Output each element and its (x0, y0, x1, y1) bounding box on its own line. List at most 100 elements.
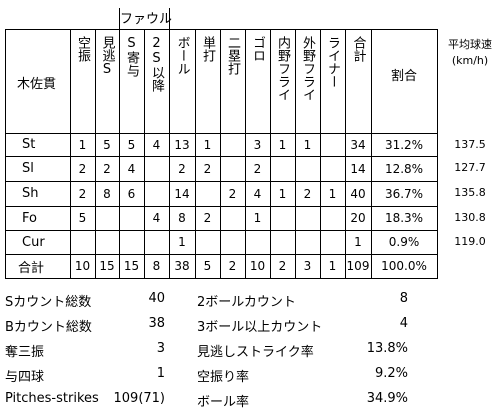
column-header-label: 見逃S (99, 36, 115, 77)
column-header-label: 外野フライ (300, 36, 315, 101)
grid-line (5, 278, 438, 279)
speed-value: 130.8 (454, 211, 486, 224)
table-cell (270, 230, 295, 254)
table-cell: 38 (174, 259, 190, 273)
table-cell (320, 133, 345, 156)
table-cell: 15 (123, 259, 140, 273)
table-cell: 5 (103, 137, 111, 152)
table-cell (270, 156, 295, 181)
speed-value: 119.0 (454, 235, 486, 248)
column-header-label: ボール (174, 36, 190, 75)
summary-label: ボール率 (197, 395, 250, 410)
table-cell: 5 (203, 259, 212, 273)
column-header: 合計 (345, 29, 371, 133)
grid-line (295, 29, 296, 278)
speed-value: 135.8 (454, 186, 486, 199)
table-cell: 14 (350, 161, 366, 176)
table-cell: 8 (103, 186, 111, 201)
summary-value: 38 (148, 316, 165, 331)
grid-line (245, 29, 246, 278)
summary-label: Sカウント総数 (5, 295, 92, 310)
table-cell (320, 206, 345, 230)
table-cell (119, 206, 144, 230)
table-cell: 3 (253, 137, 262, 152)
column-header-label: S寄与 (124, 36, 139, 77)
summary-value: 9.2% (374, 366, 408, 381)
table-cell: 2 (278, 259, 287, 273)
table-cell: 2 (203, 211, 212, 225)
speed-header-unit: (km/h) (451, 54, 489, 67)
table-cell: 4 (152, 211, 161, 225)
column-header: 見逃S (95, 29, 119, 133)
grid-line (5, 230, 438, 231)
grid-line (70, 29, 71, 278)
table-cell: 2 (228, 186, 237, 201)
column-header-label: 内野フライ (275, 36, 290, 101)
column-header: S寄与 (119, 29, 144, 133)
grid-line (5, 206, 438, 207)
table-cell (220, 156, 245, 181)
summary-value: 13.8% (366, 341, 408, 356)
row-label: Cur (22, 234, 45, 250)
summary-value: 34.9% (366, 391, 408, 406)
table-cell (95, 206, 119, 230)
table-cell (220, 206, 245, 230)
speed-value: 137.5 (454, 138, 486, 151)
table-cell: 2 (203, 161, 212, 176)
grid-line (5, 156, 438, 157)
speed-header-title: 平均球速 (448, 38, 492, 51)
table-cell: 2 (103, 161, 111, 176)
table-cell: 8 (178, 211, 186, 225)
grid-line (5, 254, 438, 255)
table-cell: 5 (78, 211, 87, 225)
table-cell: 4 (127, 161, 136, 176)
grid-line (195, 29, 196, 278)
table-cell: 100.0% (381, 259, 427, 273)
column-header: 単打 (195, 29, 220, 133)
summary-label: 3ボール以上カウント (197, 320, 323, 335)
column-header: 割合 (371, 29, 437, 133)
table-cell (220, 230, 245, 254)
table-cell: 0.9% (388, 235, 420, 249)
column-header-label: ゴロ (250, 36, 265, 62)
table-cell: 31.2% (384, 137, 424, 152)
table-cell: 2 (78, 161, 87, 176)
pitcher-name: 木佐貫 (17, 77, 57, 92)
column-header-label: 二塁打 (225, 36, 240, 75)
summary-value: 1 (156, 366, 165, 381)
table-cell (245, 230, 270, 254)
summary-label: 2ボールカウント (197, 295, 296, 310)
table-cell: 18.3% (384, 211, 424, 225)
table-cell: 8 (152, 259, 161, 273)
foul-group-label: ファウル (120, 12, 173, 27)
table-cell: 1 (303, 137, 312, 152)
table-cell (95, 230, 119, 254)
grid-line (5, 133, 438, 134)
table-cell (119, 230, 144, 254)
table-cell: 1 (253, 211, 262, 225)
summary-label: 奪三振 (5, 345, 45, 360)
table-cell: 2 (78, 186, 87, 201)
speed-value: 127.7 (454, 161, 486, 174)
grid-line (371, 29, 372, 278)
column-header: 2S以降 (144, 29, 169, 133)
table-cell (144, 156, 169, 181)
grid-line (320, 29, 321, 278)
table-cell: 40 (350, 186, 366, 201)
grid-line (119, 8, 120, 29)
table-cell: 1 (278, 186, 287, 201)
summary-value: 109(71) (113, 391, 166, 406)
table-cell: 1 (178, 235, 186, 249)
table-cell: 10 (249, 259, 266, 273)
table-cell: 34 (350, 137, 366, 152)
column-header: 外野フライ (295, 29, 320, 133)
summary-label: 与四球 (5, 370, 45, 385)
table-cell (320, 156, 345, 181)
table-cell: 12.8% (384, 161, 424, 176)
table-cell: 13 (174, 137, 190, 152)
table-cell: 109 (346, 259, 370, 273)
table-cell (144, 230, 169, 254)
row-label: Fo (22, 210, 37, 226)
summary-value: 40 (148, 291, 165, 306)
grid-line (169, 8, 170, 29)
